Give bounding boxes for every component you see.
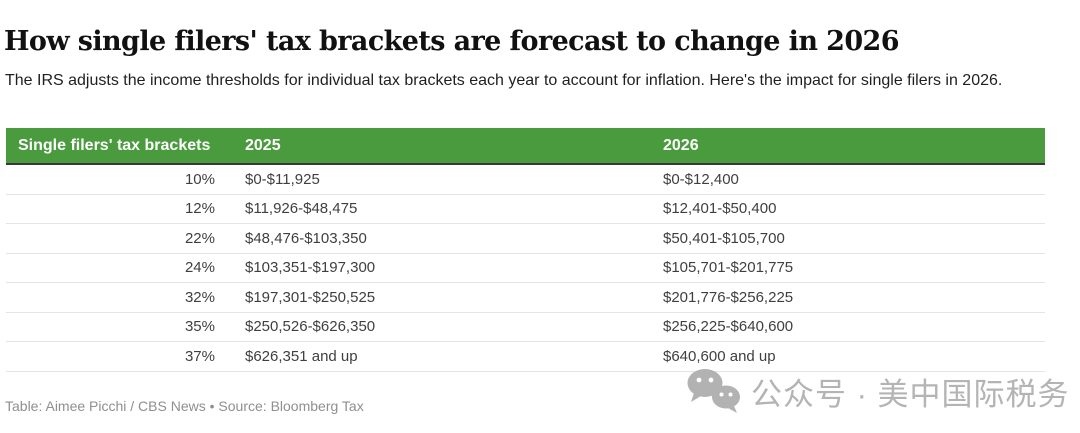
range-2026-cell: $12,401-$50,400 bbox=[663, 200, 777, 218]
range-2025-cell: $626,351 and up bbox=[245, 347, 358, 365]
bracket-rate-cell: 35% bbox=[184, 318, 215, 336]
watermark: 公众号 · 美中国际税务 bbox=[686, 368, 1070, 414]
range-2025-cell: $48,476-$103,350 bbox=[245, 229, 367, 247]
bracket-rate-cell: 24% bbox=[184, 259, 215, 277]
table-row: 24% $103,351-$197,300 $105,701-$201,775 bbox=[6, 254, 1045, 283]
table-body: 10% $0-$11,925 $0-$12,400 12% $11,926-$4… bbox=[6, 165, 1045, 372]
range-2026-cell: $640,600 and up bbox=[663, 347, 776, 365]
bracket-rate-cell: 12% bbox=[184, 200, 215, 218]
range-2025-cell: $0-$11,925 bbox=[245, 170, 320, 188]
range-2025-cell: $197,301-$250,525 bbox=[245, 288, 376, 306]
bracket-rate-cell: 37% bbox=[184, 347, 215, 365]
table-row: 10% $0-$11,925 $0-$12,400 bbox=[6, 165, 1045, 195]
range-2025-cell: $11,926-$48,475 bbox=[245, 200, 358, 218]
bracket-rate-cell: 22% bbox=[184, 229, 215, 247]
watermark-label: 公众号 · 美中国际税务 bbox=[751, 376, 1070, 412]
range-2026-cell: $256,225-$640,600 bbox=[663, 318, 794, 336]
header-brackets: Single filers' tax brackets bbox=[18, 136, 211, 154]
page-subtitle: The IRS adjusts the income thresholds fo… bbox=[5, 72, 1003, 89]
range-2026-cell: $0-$12,400 bbox=[663, 170, 739, 188]
table-row: 22% $48,476-$103,350 $50,401-$105,700 bbox=[6, 224, 1045, 254]
table-row: 35% $250,526-$626,350 $256,225-$640,600 bbox=[6, 313, 1045, 342]
table-row: 12% $11,926-$48,475 $12,401-$50,400 bbox=[6, 195, 1045, 224]
wechat-icon bbox=[687, 369, 740, 413]
range-2025-cell: $103,351-$197,300 bbox=[245, 259, 376, 277]
tax-brackets-table: Single filers' tax brackets 2025 2026 10… bbox=[6, 128, 1045, 372]
range-2026-cell: $50,401-$105,700 bbox=[663, 229, 785, 247]
range-2026-cell: $201,776-$256,225 bbox=[663, 288, 794, 306]
bracket-rate-cell: 10% bbox=[184, 170, 215, 188]
table-row: 37% $626,351 and up $640,600 and up bbox=[6, 342, 1045, 372]
header-2025: 2025 bbox=[245, 136, 281, 154]
range-2025-cell: $250,526-$626,350 bbox=[245, 318, 376, 336]
range-2026-cell: $105,701-$201,775 bbox=[663, 259, 794, 277]
header-2026: 2026 bbox=[663, 136, 699, 154]
table-row: 32% $197,301-$250,525 $201,776-$256,225 bbox=[6, 283, 1045, 313]
table-credit: Table: Aimee Picchi / CBS News • Source:… bbox=[5, 398, 364, 414]
page-title: How single filers' tax brackets are fore… bbox=[4, 26, 900, 57]
bracket-rate-cell: 32% bbox=[184, 288, 215, 306]
table-header-row: Single filers' tax brackets 2025 2026 bbox=[6, 128, 1045, 165]
